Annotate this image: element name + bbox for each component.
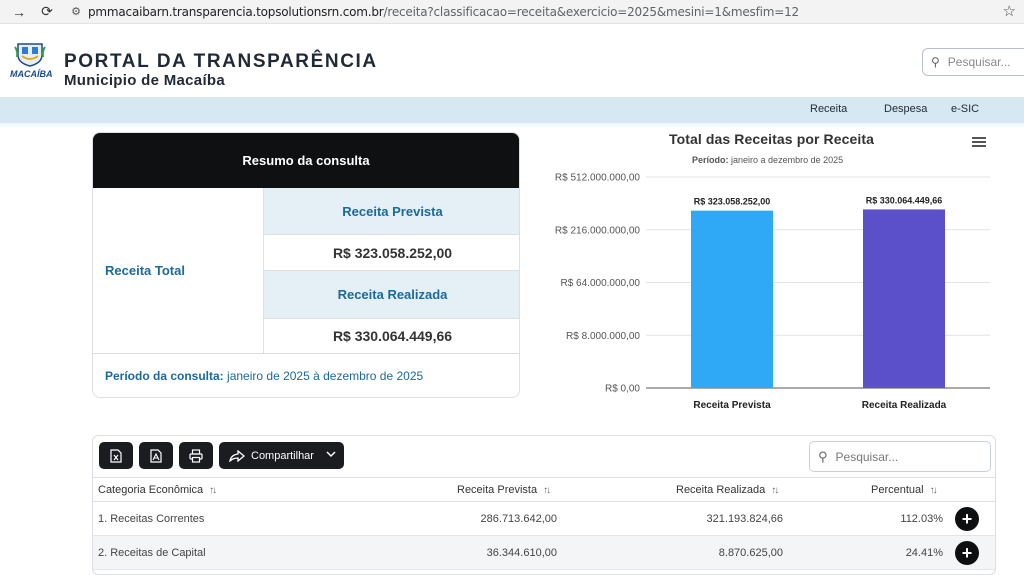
cell-prevista: 286.713.642,00	[480, 513, 557, 525]
expand-row-button[interactable]: +	[955, 541, 979, 565]
printer-icon	[189, 448, 203, 463]
forward-icon[interactable]: →	[12, 3, 26, 20]
col-categoria-label: Categoria Econômica	[98, 484, 204, 496]
share-label: Compartilhar	[251, 449, 314, 462]
menu-esic[interactable]: e-SIC	[951, 103, 980, 115]
chart-subtitle-label: Período:	[692, 155, 729, 165]
chevron-down-icon	[326, 451, 336, 458]
col-realizada[interactable]: Receita Realizada ↑↓	[676, 484, 779, 496]
portal-title: PORTAL DA TRANSPARÊNCIA	[64, 51, 378, 72]
cell-percentual: 24.41%	[905, 547, 943, 559]
url-path: /receita?classificacao=receita&exercicio…	[383, 4, 800, 19]
share-button[interactable]: Compartilhar	[219, 442, 344, 469]
url-host: pmmacaibarn.transparencia.topsolutionsrn…	[88, 4, 384, 19]
y-tick-label: R$ 216.000.000,00	[555, 225, 641, 236]
col-realizada-label: Receita Realizada	[676, 484, 766, 496]
bar	[691, 210, 773, 388]
table-row: 1. Receitas Correntes 286.713.642,00 321…	[93, 502, 995, 536]
receita-realizada-label: Receita Realizada	[264, 271, 519, 319]
share-icon	[229, 449, 245, 462]
y-tick-label: R$ 64.000.000,00	[560, 278, 640, 289]
col-prevista-label: Receita Prevista	[457, 484, 538, 496]
receitas-table-panel: Compartilhar ⚲ Categoria Econômica ↑↓ Rec…	[92, 435, 996, 575]
y-tick-label: R$ 0,00	[605, 384, 640, 395]
menu-receita[interactable]: Receita	[810, 103, 848, 115]
crest-icon	[14, 43, 46, 67]
main-menu: Receita Despesa e-SIC	[0, 97, 1024, 129]
site-info-icon[interactable]: ⚙	[71, 6, 81, 18]
receita-total-label: Receita Total	[93, 188, 264, 354]
cell-realizada: 321.193.824,66	[706, 513, 783, 525]
sort-icon: ↑↓	[209, 484, 217, 496]
chart-menu-icon[interactable]	[972, 137, 986, 149]
summary-card: Resumo da consulta Receita Total Receita…	[92, 132, 520, 398]
chart-subtitle: Período: janeiro a dezembro de 2025	[692, 155, 843, 165]
plus-icon: +	[961, 509, 973, 529]
search-icon: ⚲	[818, 448, 828, 464]
search-icon: ⚲	[931, 55, 940, 69]
logo-city-name: MACAÍBA	[10, 69, 53, 79]
receita-realizada-value: R$ 330.064.449,66	[264, 319, 519, 354]
address-bar[interactable]: pmmacaibarn.transparencia.topsolutionsrn…	[88, 5, 799, 19]
cell-realizada: 8.870.625,00	[718, 547, 783, 559]
col-percentual-label: Percentual	[871, 484, 924, 496]
y-tick-label: R$ 512.000.000,00	[555, 173, 641, 184]
y-tick-label: R$ 8.000.000,00	[566, 331, 640, 342]
bar	[863, 209, 945, 388]
periodo-value: janeiro de 2025 à dezembro de 2025	[227, 369, 424, 383]
cell-categoria: 2. Receitas de Capital	[98, 547, 206, 559]
menu-despesa[interactable]: Despesa	[884, 103, 928, 115]
col-prevista[interactable]: Receita Prevista ↑↓	[457, 484, 551, 496]
sort-icon: ↑↓	[543, 484, 551, 496]
browser-toolbar: → ⟳ ⚙ pmmacaibarn.transparencia.topsolut…	[0, 0, 1024, 24]
summary-heading: Resumo da consulta	[93, 133, 519, 188]
table-header: Categoria Econômica ↑↓ Receita Prevista ↑↓…	[93, 477, 995, 502]
data-label: R$ 330.064.449,66	[866, 195, 943, 205]
table-search[interactable]: ⚲	[809, 441, 991, 472]
cell-categoria: 1. Receitas Correntes	[98, 513, 205, 525]
table-search-input[interactable]	[835, 449, 976, 464]
excel-file-icon	[110, 448, 122, 463]
print-button[interactable]	[179, 442, 213, 469]
site-header: MACAÍBA PORTAL DA TRANSPARÊNCIA Municipi…	[0, 25, 1024, 97]
cell-percentual: 112.03%	[900, 513, 943, 525]
pdf-file-icon	[150, 448, 162, 463]
sort-icon: ↑↓	[771, 484, 779, 496]
plus-icon: +	[961, 543, 973, 563]
header-search[interactable]: ⚲	[922, 48, 1024, 76]
receitas-bar-chart: R$ 0,00 R$ 8.000.000,00 R$ 64.000.000,00 R$…	[555, 173, 990, 411]
col-percentual[interactable]: Percentual ↑↓	[871, 484, 938, 496]
export-pdf-button[interactable]	[139, 442, 173, 469]
cell-prevista: 36.344.610,00	[486, 547, 557, 559]
header-search-input[interactable]	[947, 55, 1024, 69]
expand-row-button[interactable]: +	[955, 507, 979, 531]
data-label: R$ 323.058.252,00	[694, 197, 771, 207]
receita-prevista-value: R$ 323.058.252,00	[264, 235, 519, 271]
export-excel-button[interactable]	[99, 442, 133, 469]
table-row: 2. Receitas de Capital 36.344.610,00 8.8…	[93, 536, 995, 570]
periodo-label: Período da consulta:	[105, 369, 224, 383]
periodo-consulta: Período da consulta: janeiro de 2025 à d…	[105, 369, 423, 383]
municipality-name: Municipio de Macaíba	[64, 72, 226, 89]
reload-icon[interactable]: ⟳	[41, 3, 53, 19]
receita-prevista-label: Receita Prevista	[264, 188, 519, 235]
chart-title: Total das Receitas por Receita	[669, 131, 875, 147]
x-tick-label: Receita Realizada	[862, 400, 947, 411]
col-categoria[interactable]: Categoria Econômica ↑↓	[98, 484, 217, 496]
x-tick-label: Receita Prevista	[693, 400, 771, 411]
bookmark-star-icon[interactable]: ☆	[1002, 3, 1016, 20]
sort-icon: ↑↓	[929, 484, 938, 496]
chart-subtitle-value: janeiro a dezembro de 2025	[731, 155, 844, 165]
municipal-logo[interactable]: MACAÍBA	[10, 41, 53, 83]
